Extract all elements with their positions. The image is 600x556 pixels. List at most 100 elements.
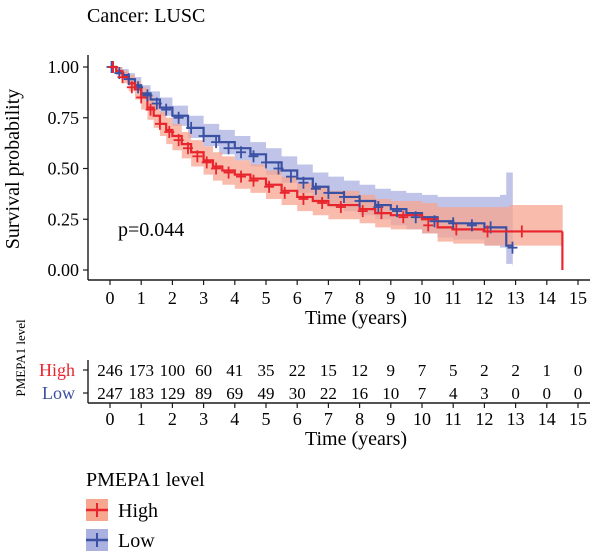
censor-mark-low <box>373 201 384 214</box>
risk-cell-low: 16 <box>351 384 368 403</box>
risk-x-tick-label: 1 <box>137 409 146 429</box>
censor-mark-high <box>136 91 147 104</box>
risk-cell-high: 173 <box>128 361 154 380</box>
x-ticks: 0 1 2 3 4 5 6 7 8 9 10 11 12 13 14 15 <box>106 280 587 308</box>
censor-mark-high <box>357 205 368 218</box>
censor-mark-high <box>248 174 259 187</box>
risk-x-tick-label: 5 <box>262 409 271 429</box>
censor-mark-high <box>223 166 234 179</box>
x-tick-label: 3 <box>199 288 208 308</box>
censor-mark-low <box>466 219 477 232</box>
risk-cell-low: 0 <box>543 384 552 403</box>
risk-x-tick-label: 9 <box>386 409 395 429</box>
risk-cell-high: 100 <box>160 361 186 380</box>
risk-x-ticks: 0 1 2 3 4 5 6 7 8 9 10 11 12 13 14 15 <box>106 403 587 429</box>
risk-cell-low: 89 <box>195 384 212 403</box>
x-tick-label: 2 <box>168 288 177 308</box>
y-tick-label: 0.75 <box>48 108 80 128</box>
legend-item-high: High <box>86 499 158 522</box>
risk-cell-high: 2 <box>511 361 520 380</box>
x-tick-label: 4 <box>230 288 239 308</box>
censor-mark-low <box>198 130 209 143</box>
risk-cell-high: 246 <box>97 361 123 380</box>
censor-mark-low <box>285 170 296 183</box>
risk-cell-low: 0 <box>574 384 583 403</box>
censor-mark-low <box>151 97 162 110</box>
censor-mark-low <box>354 194 365 207</box>
censor-mark-low <box>211 136 222 149</box>
censor-mark-low <box>142 89 153 102</box>
risk-x-tick-label: 3 <box>199 409 208 429</box>
x-tick-label: 15 <box>569 288 587 308</box>
risk-cell-high: 9 <box>387 361 396 380</box>
p-value-annotation: p=0.044 <box>118 219 184 241</box>
risk-cell-low: 22 <box>320 384 337 403</box>
x-tick-label: 9 <box>386 288 395 308</box>
risk-x-tick-label: 4 <box>230 409 239 429</box>
x-tick-label: 1 <box>137 288 146 308</box>
risk-x-tick-label: 15 <box>569 409 587 429</box>
censor-mark-high <box>211 162 222 175</box>
x-tick-label: 14 <box>538 288 556 308</box>
risk-cell-high: 15 <box>320 361 337 380</box>
risk-cell-high: 0 <box>574 361 583 380</box>
censor-mark-low <box>173 111 184 124</box>
censor-mark-high <box>317 197 328 210</box>
risk-row-label-low: Low <box>42 383 75 403</box>
risk-cell-high: 22 <box>289 361 306 380</box>
risk-table-ylabel: PMEPA1 level <box>13 319 28 397</box>
risk-cell-low: 247 <box>97 384 123 403</box>
risk-x-tick-label: 14 <box>538 409 556 429</box>
chart-title: Cancer: LUSC <box>87 5 205 27</box>
censor-mark-low <box>298 176 309 189</box>
risk-cell-high: 1 <box>543 361 552 380</box>
censor-mark-low <box>410 211 421 224</box>
risk-cell-high: 2 <box>480 361 489 380</box>
x-axis-label: Time (years) <box>305 307 407 329</box>
x-tick-label: 8 <box>355 288 364 308</box>
censor-mark-high <box>279 186 290 199</box>
censor-mark-low <box>223 142 234 155</box>
risk-cell-high: 7 <box>418 361 427 380</box>
censor-mark-low <box>261 156 271 169</box>
censor-mark-low <box>123 73 134 86</box>
risk-cell-low: 10 <box>382 384 399 403</box>
legend: PMEPA1 level High Low <box>86 469 205 552</box>
risk-cell-low: 30 <box>289 384 306 403</box>
censor-mark-high <box>173 134 184 147</box>
censor-mark-high <box>108 61 119 73</box>
risk-cell-low: 3 <box>480 384 489 403</box>
censor-mark-high <box>482 225 493 238</box>
risk-x-tick-label: 11 <box>445 409 462 429</box>
x-tick-label: 13 <box>507 288 525 308</box>
y-axis-label: Survival probability <box>2 89 24 250</box>
risk-x-tick-label: 12 <box>475 409 493 429</box>
risk-cell-high: 35 <box>258 361 275 380</box>
censor-mark-high <box>376 207 387 220</box>
censor-mark-low <box>161 103 172 116</box>
censor-mark-low <box>448 217 459 230</box>
censor-mark-low <box>507 241 518 254</box>
risk-cell-low: 69 <box>226 384 243 403</box>
censor-mark-high <box>192 150 203 163</box>
censor-mark-high <box>117 71 128 84</box>
risk-x-tick-label: 6 <box>293 409 302 429</box>
risk-cell-high: 60 <box>195 361 212 380</box>
x-tick-label: 11 <box>445 288 462 308</box>
risk-table-xlabel: Time (years) <box>305 428 407 450</box>
risk-cell-high: 41 <box>226 361 243 380</box>
censor-mark-low <box>429 215 440 228</box>
censor-mark-high <box>398 211 409 224</box>
censor-mark-high <box>164 125 175 138</box>
censor-mark-high <box>183 142 193 155</box>
censor-mark-low <box>392 205 403 218</box>
x-tick-label: 6 <box>293 288 302 308</box>
y-ticks: 0.00 0.25 0.50 0.75 1.00 <box>48 57 88 280</box>
legend-label-high: High <box>118 500 158 522</box>
censor-mark-high <box>236 170 247 183</box>
censor-mark-low <box>339 190 349 203</box>
censor-mark-high <box>145 103 156 116</box>
x-tick-label: 10 <box>413 288 431 308</box>
